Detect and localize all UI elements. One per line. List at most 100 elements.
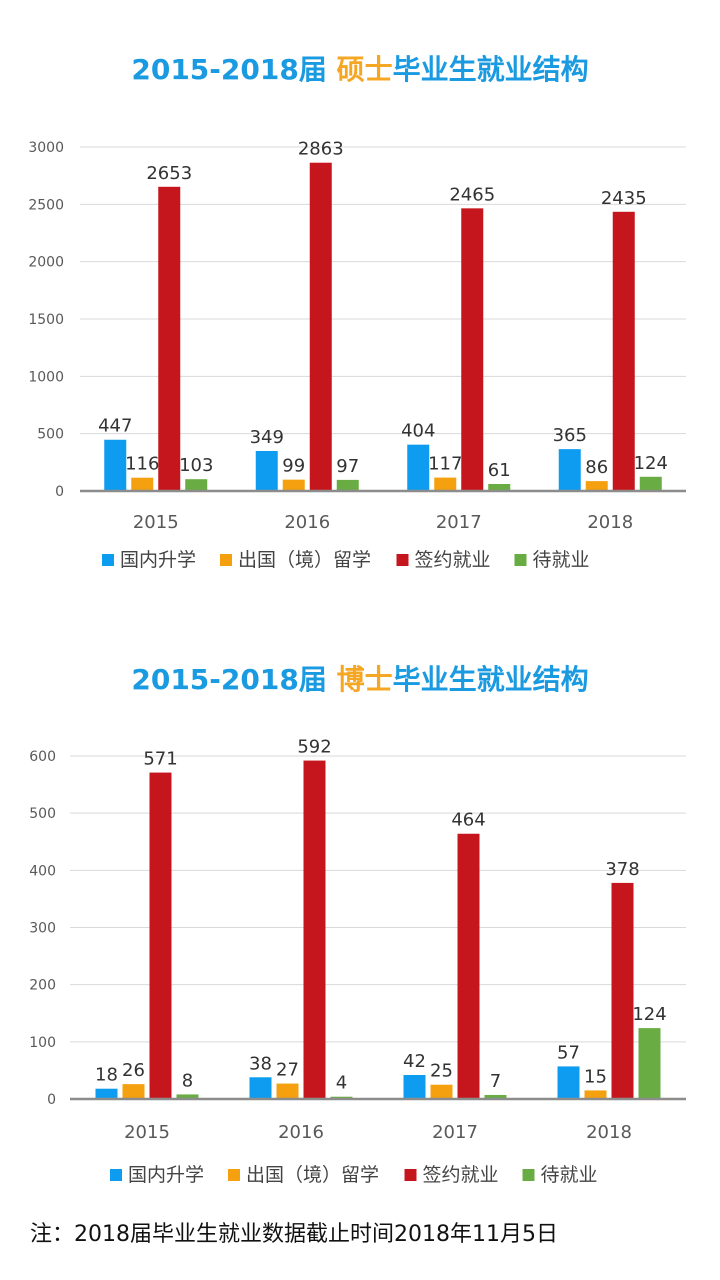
master-legend-swatch	[514, 554, 527, 566]
phd-bar	[457, 833, 480, 1099]
phd-title-pre: 2015-2018届	[131, 663, 337, 696]
master-legend-label: 待就业	[533, 549, 590, 571]
phd-ytick-label: 600	[29, 749, 56, 765]
phd-bar	[276, 1083, 299, 1099]
master-bar	[585, 481, 608, 491]
phd-category-label: 2018	[586, 1122, 632, 1143]
phd-bar	[638, 1028, 661, 1099]
phd-bar	[403, 1074, 426, 1099]
master-bar	[131, 477, 154, 491]
phd-data-label: 42	[403, 1051, 426, 1072]
master-title-pre: 2015-2018届	[131, 53, 337, 86]
phd-data-label: 26	[122, 1060, 145, 1081]
phd-ytick-label: 300	[29, 921, 56, 937]
master-data-label: 117	[428, 454, 462, 475]
master-chart-title: 2015-2018届 硕士毕业生就业结构	[0, 48, 720, 88]
master-bar	[639, 476, 662, 491]
master-bar	[461, 208, 484, 491]
phd-bar	[176, 1094, 199, 1099]
master-data-label: 2465	[449, 184, 495, 205]
master-data-label: 86	[585, 457, 608, 478]
phd-bar	[249, 1077, 272, 1099]
phd-data-label: 57	[557, 1042, 580, 1063]
phd-legend-label: 待就业	[541, 1164, 598, 1186]
phd-bar	[484, 1094, 507, 1099]
master-ytick-label: 1500	[28, 312, 64, 328]
master-legend-label: 签约就业	[415, 549, 491, 571]
master-data-label: 97	[336, 456, 359, 477]
phd-ytick-label: 500	[29, 806, 56, 822]
phd-data-label: 27	[276, 1060, 299, 1081]
master-data-label: 2863	[298, 139, 344, 160]
master-data-label: 404	[401, 421, 435, 442]
master-legend-swatch	[396, 554, 409, 566]
phd-data-label: 4	[336, 1073, 347, 1094]
master-ytick-label: 3000	[28, 140, 64, 156]
phd-title-highlight: 博士	[336, 663, 393, 696]
phd-data-label: 571	[143, 749, 177, 770]
master-data-label: 2653	[146, 163, 192, 184]
phd-legend-label: 出国（境）留学	[246, 1164, 379, 1186]
master-data-label: 2435	[601, 188, 647, 209]
master-ytick-label: 2000	[28, 255, 64, 271]
phd-bar	[557, 1066, 580, 1099]
master-bar	[488, 484, 511, 491]
master-legend-label: 国内升学	[120, 549, 196, 571]
master-bar	[434, 477, 457, 491]
phd-data-label: 25	[430, 1061, 453, 1082]
master-ytick-label: 500	[37, 427, 64, 443]
phd-data-label: 378	[605, 859, 639, 880]
phd-ytick-label: 200	[29, 978, 56, 994]
master-ytick-label: 2500	[28, 197, 64, 213]
master-ytick-label: 1000	[28, 369, 64, 385]
phd-ytick-label: 0	[47, 1092, 56, 1108]
phd-data-label: 7	[490, 1071, 501, 1092]
master-data-label: 365	[553, 425, 587, 446]
master-bar	[255, 450, 278, 491]
master-data-label: 116	[125, 454, 159, 475]
master-title-post: 毕业生就业结构	[392, 53, 589, 86]
master-data-label: 349	[250, 427, 284, 448]
master-bar	[282, 479, 305, 491]
phd-legend-swatch	[404, 1169, 417, 1181]
phd-bar	[95, 1088, 118, 1099]
phd-chart-title: 2015-2018届 博士毕业生就业结构	[0, 658, 720, 698]
master-data-label: 447	[98, 416, 132, 437]
master-legend-swatch	[220, 554, 232, 566]
phd-data-label: 8	[182, 1070, 193, 1091]
phd-data-label: 18	[95, 1065, 118, 1086]
master-data-label: 103	[179, 455, 213, 476]
phd-legend-swatch	[110, 1169, 122, 1181]
master-legend-swatch	[102, 554, 114, 566]
master-chart: 2015-2018届 硕士毕业生就业结构 0 500 1000 1500 2000 250…	[0, 0, 720, 600]
phd-title-post: 毕业生就业结构	[392, 663, 589, 696]
master-data-label: 124	[634, 453, 668, 474]
master-bar	[612, 211, 635, 491]
phd-data-label: 15	[584, 1066, 607, 1087]
phd-legend-swatch	[228, 1169, 240, 1181]
master-bar	[104, 439, 127, 491]
master-ytick-label: 0	[55, 484, 64, 500]
phd-legend-swatch	[522, 1169, 535, 1181]
phd-legend-label: 国内升学	[128, 1164, 204, 1186]
master-category-label: 2016	[284, 512, 330, 533]
phd-category-label: 2016	[278, 1122, 324, 1143]
phd-legend-label: 签约就业	[423, 1164, 499, 1186]
phd-bar	[584, 1090, 607, 1099]
phd-data-label: 464	[451, 810, 485, 831]
master-category-label: 2018	[587, 512, 633, 533]
phd-ytick-label: 400	[29, 863, 56, 879]
phd-bar	[149, 772, 172, 1099]
phd-data-label: 592	[297, 737, 331, 758]
master-category-label: 2015	[133, 512, 179, 533]
phd-ytick-label: 100	[29, 1035, 56, 1051]
master-bar	[558, 449, 581, 491]
master-category-label: 2017	[436, 512, 482, 533]
master-bar	[158, 186, 181, 491]
phd-data-label: 38	[249, 1053, 272, 1074]
master-bar	[309, 162, 332, 491]
master-bar	[336, 479, 359, 491]
phd-data-label: 124	[632, 1004, 666, 1025]
master-data-label: 99	[282, 456, 305, 477]
master-legend-label: 出国（境）留学	[238, 549, 371, 571]
